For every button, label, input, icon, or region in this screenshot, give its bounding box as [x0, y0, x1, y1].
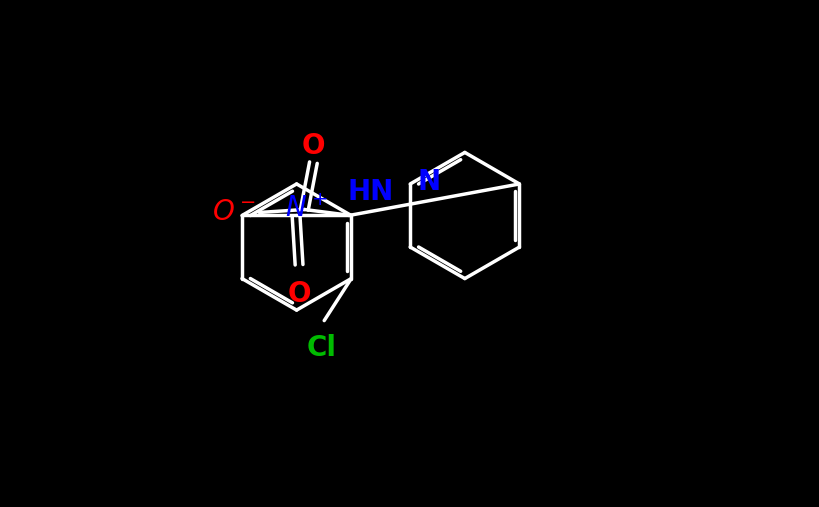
Text: Cl: Cl: [306, 334, 336, 362]
Text: N: N: [418, 167, 441, 196]
Text: O: O: [301, 132, 325, 160]
Text: O: O: [287, 280, 310, 308]
Text: HN: HN: [348, 178, 394, 206]
Text: $O^-$: $O^-$: [212, 199, 256, 227]
Text: $N^+$: $N^+$: [285, 196, 328, 224]
